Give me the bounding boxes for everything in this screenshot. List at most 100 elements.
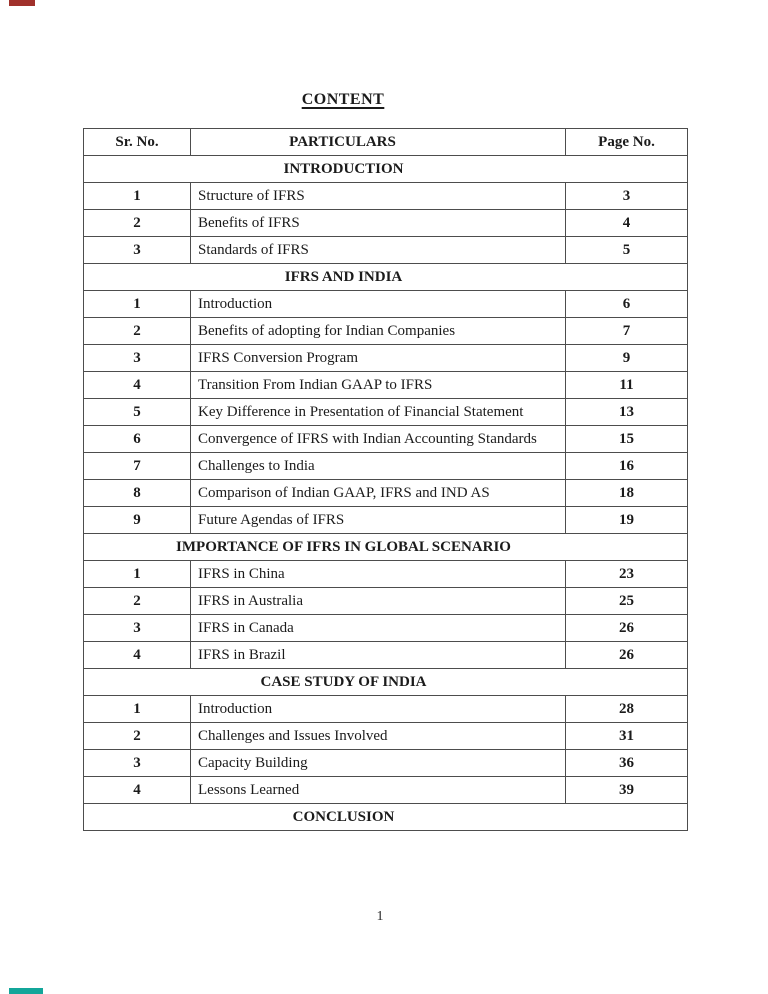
col-header-particulars: PARTICULARS — [190, 128, 566, 156]
section-title: INTRODUCTION — [83, 155, 688, 183]
section-row: CASE STUDY OF INDIA — [83, 668, 688, 696]
col-header-page-no: Page No. — [565, 128, 688, 156]
cell-sr-no: 7 — [83, 452, 191, 480]
table-header-row: Sr. No. PARTICULARS Page No. — [83, 128, 688, 156]
table-row: 4 Transition From Indian GAAP to IFRS 11 — [83, 371, 688, 399]
table-row: 9 Future Agendas of IFRS 19 — [83, 506, 688, 534]
section-title: CASE STUDY OF INDIA — [83, 668, 688, 696]
cell-sr-no: 1 — [83, 182, 191, 210]
corner-mark-bottom-left — [9, 988, 43, 994]
cell-page-no: 3 — [565, 182, 688, 210]
cell-particulars: Convergence of IFRS with Indian Accounti… — [190, 425, 566, 453]
content-table: Sr. No. PARTICULARS Page No. INTRODUCTIO… — [83, 128, 688, 831]
table-row: 4 Lessons Learned 39 — [83, 776, 688, 804]
cell-sr-no: 2 — [83, 587, 191, 615]
cell-page-no: 26 — [565, 641, 688, 669]
cell-particulars: IFRS in Brazil — [190, 641, 566, 669]
section-row: IMPORTANCE OF IFRS IN GLOBAL SCENARIO — [83, 533, 688, 561]
cell-particulars: IFRS Conversion Program — [190, 344, 566, 372]
cell-page-no: 13 — [565, 398, 688, 426]
corner-mark-top-left — [9, 0, 35, 6]
cell-particulars: IFRS in Australia — [190, 587, 566, 615]
section-row: INTRODUCTION — [83, 155, 688, 183]
cell-particulars: Lessons Learned — [190, 776, 566, 804]
cell-page-no: 36 — [565, 749, 688, 777]
cell-sr-no: 8 — [83, 479, 191, 507]
table-row: 6 Convergence of IFRS with Indian Account… — [83, 425, 688, 453]
table-row: 3 Capacity Building 36 — [83, 749, 688, 777]
cell-page-no: 11 — [565, 371, 688, 399]
cell-particulars: Future Agendas of IFRS — [190, 506, 566, 534]
cell-particulars: Benefits of adopting for Indian Companie… — [190, 317, 566, 345]
cell-sr-no: 5 — [83, 398, 191, 426]
cell-page-no: 18 — [565, 479, 688, 507]
table-row: 1 Structure of IFRS 3 — [83, 182, 688, 210]
cell-sr-no: 2 — [83, 209, 191, 237]
cell-particulars: IFRS in China — [190, 560, 566, 588]
table-row: 2 IFRS in Australia 25 — [83, 587, 688, 615]
cell-page-no: 39 — [565, 776, 688, 804]
cell-particulars: Standards of IFRS — [190, 236, 566, 264]
cell-sr-no: 4 — [83, 371, 191, 399]
table-row: 8 Comparison of Indian GAAP, IFRS and IND… — [83, 479, 688, 507]
cell-sr-no: 4 — [83, 776, 191, 804]
cell-particulars: Transition From Indian GAAP to IFRS — [190, 371, 566, 399]
cell-sr-no: 3 — [83, 344, 191, 372]
cell-sr-no: 9 — [83, 506, 191, 534]
cell-particulars: Structure of IFRS — [190, 182, 566, 210]
table-row: 4 IFRS in Brazil 26 — [83, 641, 688, 669]
cell-particulars: IFRS in Canada — [190, 614, 566, 642]
page-number: 1 — [376, 909, 384, 924]
cell-page-no: 26 — [565, 614, 688, 642]
cell-sr-no: 1 — [83, 290, 191, 318]
cell-particulars: Benefits of IFRS — [190, 209, 566, 237]
cell-particulars: Comparison of Indian GAAP, IFRS and IND … — [190, 479, 566, 507]
cell-page-no: 4 — [565, 209, 688, 237]
table-row: 1 IFRS in China 23 — [83, 560, 688, 588]
section-row: CONCLUSION — [83, 803, 688, 831]
cell-page-no: 6 — [565, 290, 688, 318]
cell-sr-no: 1 — [83, 695, 191, 723]
section-title: IMPORTANCE OF IFRS IN GLOBAL SCENARIO — [83, 533, 688, 561]
cell-particulars: Challenges to India — [190, 452, 566, 480]
table-row: 2 Challenges and Issues Involved 31 — [83, 722, 688, 750]
content-table-body: INTRODUCTION 1 Structure of IFRS 3 2 Benefits… — [83, 155, 688, 831]
cell-sr-no: 2 — [83, 317, 191, 345]
cell-page-no: 23 — [565, 560, 688, 588]
page-title: CONTENT — [0, 91, 686, 109]
cell-sr-no: 4 — [83, 641, 191, 669]
cell-page-no: 7 — [565, 317, 688, 345]
cell-page-no: 9 — [565, 344, 688, 372]
cell-particulars: Key Difference in Presentation of Financ… — [190, 398, 566, 426]
cell-page-no: 31 — [565, 722, 688, 750]
table-row: 3 Standards of IFRS 5 — [83, 236, 688, 264]
table-row: 1 Introduction 6 — [83, 290, 688, 318]
section-title: IFRS AND INDIA — [83, 263, 688, 291]
cell-page-no: 15 — [565, 425, 688, 453]
cell-particulars: Challenges and Issues Involved — [190, 722, 566, 750]
table-row: 1 Introduction 28 — [83, 695, 688, 723]
cell-particulars: Introduction — [190, 290, 566, 318]
section-row: IFRS AND INDIA — [83, 263, 688, 291]
cell-particulars: Capacity Building — [190, 749, 566, 777]
cell-page-no: 16 — [565, 452, 688, 480]
cell-particulars: Introduction — [190, 695, 566, 723]
cell-page-no: 25 — [565, 587, 688, 615]
table-row: 3 IFRS Conversion Program 9 — [83, 344, 688, 372]
cell-sr-no: 1 — [83, 560, 191, 588]
col-header-sr-no: Sr. No. — [83, 128, 191, 156]
cell-sr-no: 6 — [83, 425, 191, 453]
cell-page-no: 19 — [565, 506, 688, 534]
table-row: 7 Challenges to India 16 — [83, 452, 688, 480]
cell-sr-no: 2 — [83, 722, 191, 750]
table-row: 3 IFRS in Canada 26 — [83, 614, 688, 642]
cell-page-no: 28 — [565, 695, 688, 723]
page-title-text: CONTENT — [301, 91, 385, 108]
table-row: 2 Benefits of adopting for Indian Compani… — [83, 317, 688, 345]
cell-sr-no: 3 — [83, 614, 191, 642]
table-row: 5 Key Difference in Presentation of Finan… — [83, 398, 688, 426]
cell-sr-no: 3 — [83, 236, 191, 264]
cell-sr-no: 3 — [83, 749, 191, 777]
cell-page-no: 5 — [565, 236, 688, 264]
